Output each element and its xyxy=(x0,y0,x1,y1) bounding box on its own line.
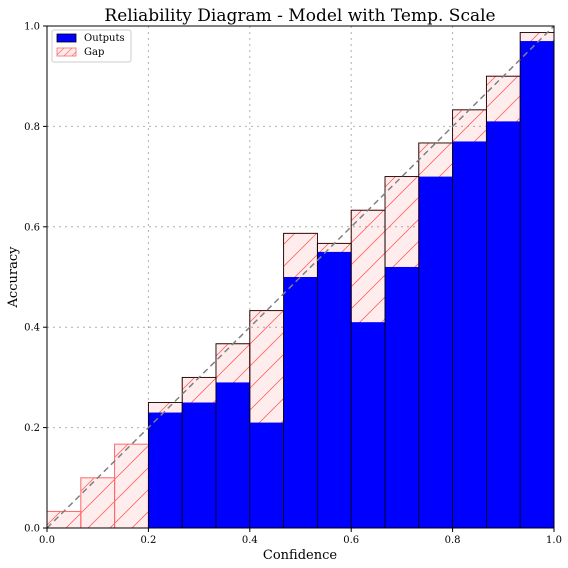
output-bar-10 xyxy=(385,266,419,528)
output-bar-14 xyxy=(520,41,554,529)
output-bar-6 xyxy=(249,422,284,528)
y-axis-label: Accuracy xyxy=(6,246,21,309)
output-bar-4 xyxy=(182,402,217,528)
legend-swatch-gap-hatch xyxy=(57,48,76,56)
perfect-calibration-line xyxy=(46,25,555,529)
x-tick-label-2: 0.4 xyxy=(242,535,258,546)
output-bar-5 xyxy=(215,382,250,528)
y-tick-label-4: 0.8 xyxy=(24,122,40,133)
output-bar-8 xyxy=(317,251,352,528)
chart-title: Reliability Diagram - Model with Temp. S… xyxy=(104,6,495,26)
legend-swatch-outputs xyxy=(56,33,77,43)
y-tick-label-2: 0.4 xyxy=(24,323,40,334)
x-axis-ticks: 0.0 0.2 0.4 0.6 0.8 1.0 xyxy=(39,528,562,546)
output-bar-13 xyxy=(486,121,521,528)
y-tick-label-3: 0.6 xyxy=(24,222,40,233)
output-bar-12 xyxy=(452,141,487,528)
output-bar-11 xyxy=(418,176,453,528)
output-bar-7 xyxy=(283,277,318,528)
legend-label-gap: Gap xyxy=(84,47,104,58)
y-tick-label-1: 0.2 xyxy=(24,423,40,434)
y-tick-label-0: 0.0 xyxy=(24,524,40,535)
plot-frame xyxy=(46,25,555,529)
x-tick-label-3: 0.6 xyxy=(343,535,359,546)
gap-bar-1 xyxy=(80,477,116,529)
gap-bar-0 xyxy=(46,510,82,529)
x-axis-label: Confidence xyxy=(263,548,337,563)
x-tick-label-5: 1.0 xyxy=(546,535,562,546)
y-tick-label-5: 1.0 xyxy=(24,22,40,33)
x-tick-label-1: 0.2 xyxy=(140,535,156,546)
gap-bar-2 xyxy=(114,443,149,529)
y-axis-ticks: 0.0 0.2 0.4 0.6 0.8 1.0 xyxy=(24,22,47,535)
output-bars xyxy=(147,32,555,529)
x-tick-label-0: 0.0 xyxy=(39,535,55,546)
legend-label-outputs: Outputs xyxy=(84,33,125,44)
legend: Outputs Gap xyxy=(51,29,132,63)
x-tick-label-4: 0.8 xyxy=(445,535,461,546)
output-bar-3 xyxy=(148,412,183,528)
output-bar-9 xyxy=(351,322,386,528)
